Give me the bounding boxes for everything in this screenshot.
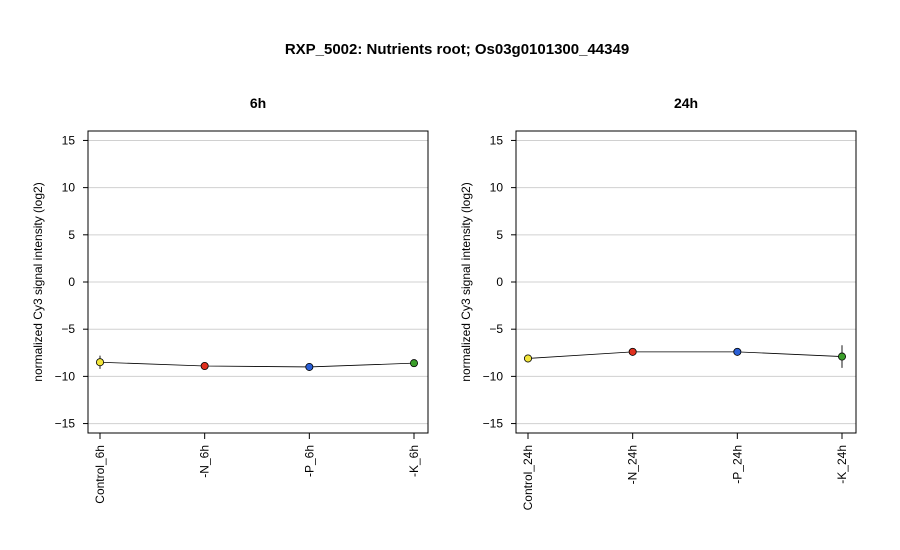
- chart-panel-2: 24h −15 −10 −5 0 5 10 15 normalized Cy3 signal i…: [459, 95, 857, 510]
- data-point: [409, 359, 418, 368]
- x-tick-label: -P_24h: [730, 445, 744, 484]
- panel-title: 6h: [250, 95, 266, 111]
- y-axis-label: normalized Cy3 signal intensity (log2): [459, 182, 473, 381]
- x-tick-label: -K_24h: [835, 445, 849, 484]
- y-tick-label: −5: [489, 322, 503, 336]
- panel-title: 24h: [674, 95, 698, 111]
- y-tick-label: −10: [483, 369, 504, 383]
- x-tick-label: -K_6h: [407, 445, 421, 477]
- y-tick-label: 5: [68, 228, 75, 242]
- data-point: [628, 347, 637, 356]
- chart-title: RXP_5002: Nutrients root; Os03g0101300_4…: [285, 41, 629, 58]
- x-tick-label: Control_24h: [521, 445, 535, 510]
- data-point: [733, 347, 742, 356]
- y-axis-label: normalized Cy3 signal intensity (log2): [31, 182, 45, 381]
- x-tick-label: Control_6h: [93, 445, 107, 504]
- y-tick-label: −15: [55, 417, 76, 431]
- data-point: [838, 352, 847, 361]
- data-point: [200, 361, 209, 370]
- y-tick-label: 15: [62, 133, 76, 147]
- x-tick-label: -P_6h: [302, 445, 316, 477]
- series-line: [527, 351, 843, 359]
- y-tick-label: 0: [68, 275, 75, 289]
- chart-panel-1: 6h −15 −10 −5 0 5 10 15 normalized Cy3 signal in…: [31, 95, 429, 504]
- y-tick-label: −10: [55, 369, 76, 383]
- series-line: [99, 361, 415, 368]
- data-point: [305, 362, 314, 371]
- y-tick-label: 0: [496, 275, 503, 289]
- y-tick-label: −5: [61, 322, 75, 336]
- x-tick-label: -N_6h: [198, 445, 212, 478]
- x-tick-label: -N_24h: [626, 445, 640, 484]
- y-tick-label: −15: [483, 417, 504, 431]
- data-point: [96, 358, 105, 367]
- y-tick-label: 5: [496, 228, 503, 242]
- y-tick-label: 10: [490, 181, 504, 195]
- y-tick-label: 10: [62, 181, 76, 195]
- y-tick-label: 15: [490, 133, 504, 147]
- chart-panels: 6h −15 −10 −5 0 5 10 15 normalized Cy3 signal in…: [31, 95, 857, 510]
- data-point: [524, 354, 533, 363]
